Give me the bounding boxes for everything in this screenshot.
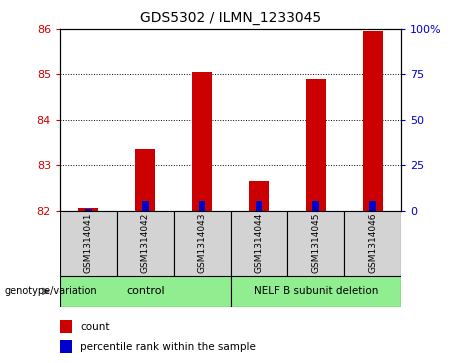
Bar [60, 340, 72, 354]
Bar [60, 211, 117, 276]
Bar [78, 208, 98, 211]
Text: GSM1314046: GSM1314046 [368, 213, 377, 273]
Bar [142, 201, 148, 211]
Bar [306, 79, 326, 211]
Text: control: control [126, 286, 165, 296]
Text: NELF B subunit deletion: NELF B subunit deletion [254, 286, 378, 296]
Bar [344, 211, 401, 276]
Text: GSM1314044: GSM1314044 [254, 213, 263, 273]
Bar [117, 211, 174, 276]
Bar [85, 209, 92, 211]
Text: GSM1314043: GSM1314043 [198, 213, 207, 273]
Bar [199, 201, 206, 211]
Text: percentile rank within the sample: percentile rank within the sample [80, 342, 256, 352]
Text: count: count [80, 322, 110, 332]
Bar [60, 321, 72, 333]
Bar [230, 276, 401, 307]
Text: GSM1314045: GSM1314045 [311, 213, 320, 273]
Text: GSM1314042: GSM1314042 [141, 213, 150, 273]
Text: genotype/variation: genotype/variation [5, 286, 97, 296]
Bar [135, 149, 155, 211]
Bar [287, 211, 344, 276]
Bar [363, 31, 383, 211]
Bar [192, 72, 212, 211]
Bar [255, 201, 262, 211]
Bar [230, 211, 287, 276]
Bar [249, 181, 269, 211]
Title: GDS5302 / ILMN_1233045: GDS5302 / ILMN_1233045 [140, 11, 321, 25]
Bar [369, 201, 376, 211]
Bar [313, 201, 319, 211]
Bar [60, 276, 230, 307]
Bar [174, 211, 230, 276]
Text: GSM1314041: GSM1314041 [84, 213, 93, 273]
